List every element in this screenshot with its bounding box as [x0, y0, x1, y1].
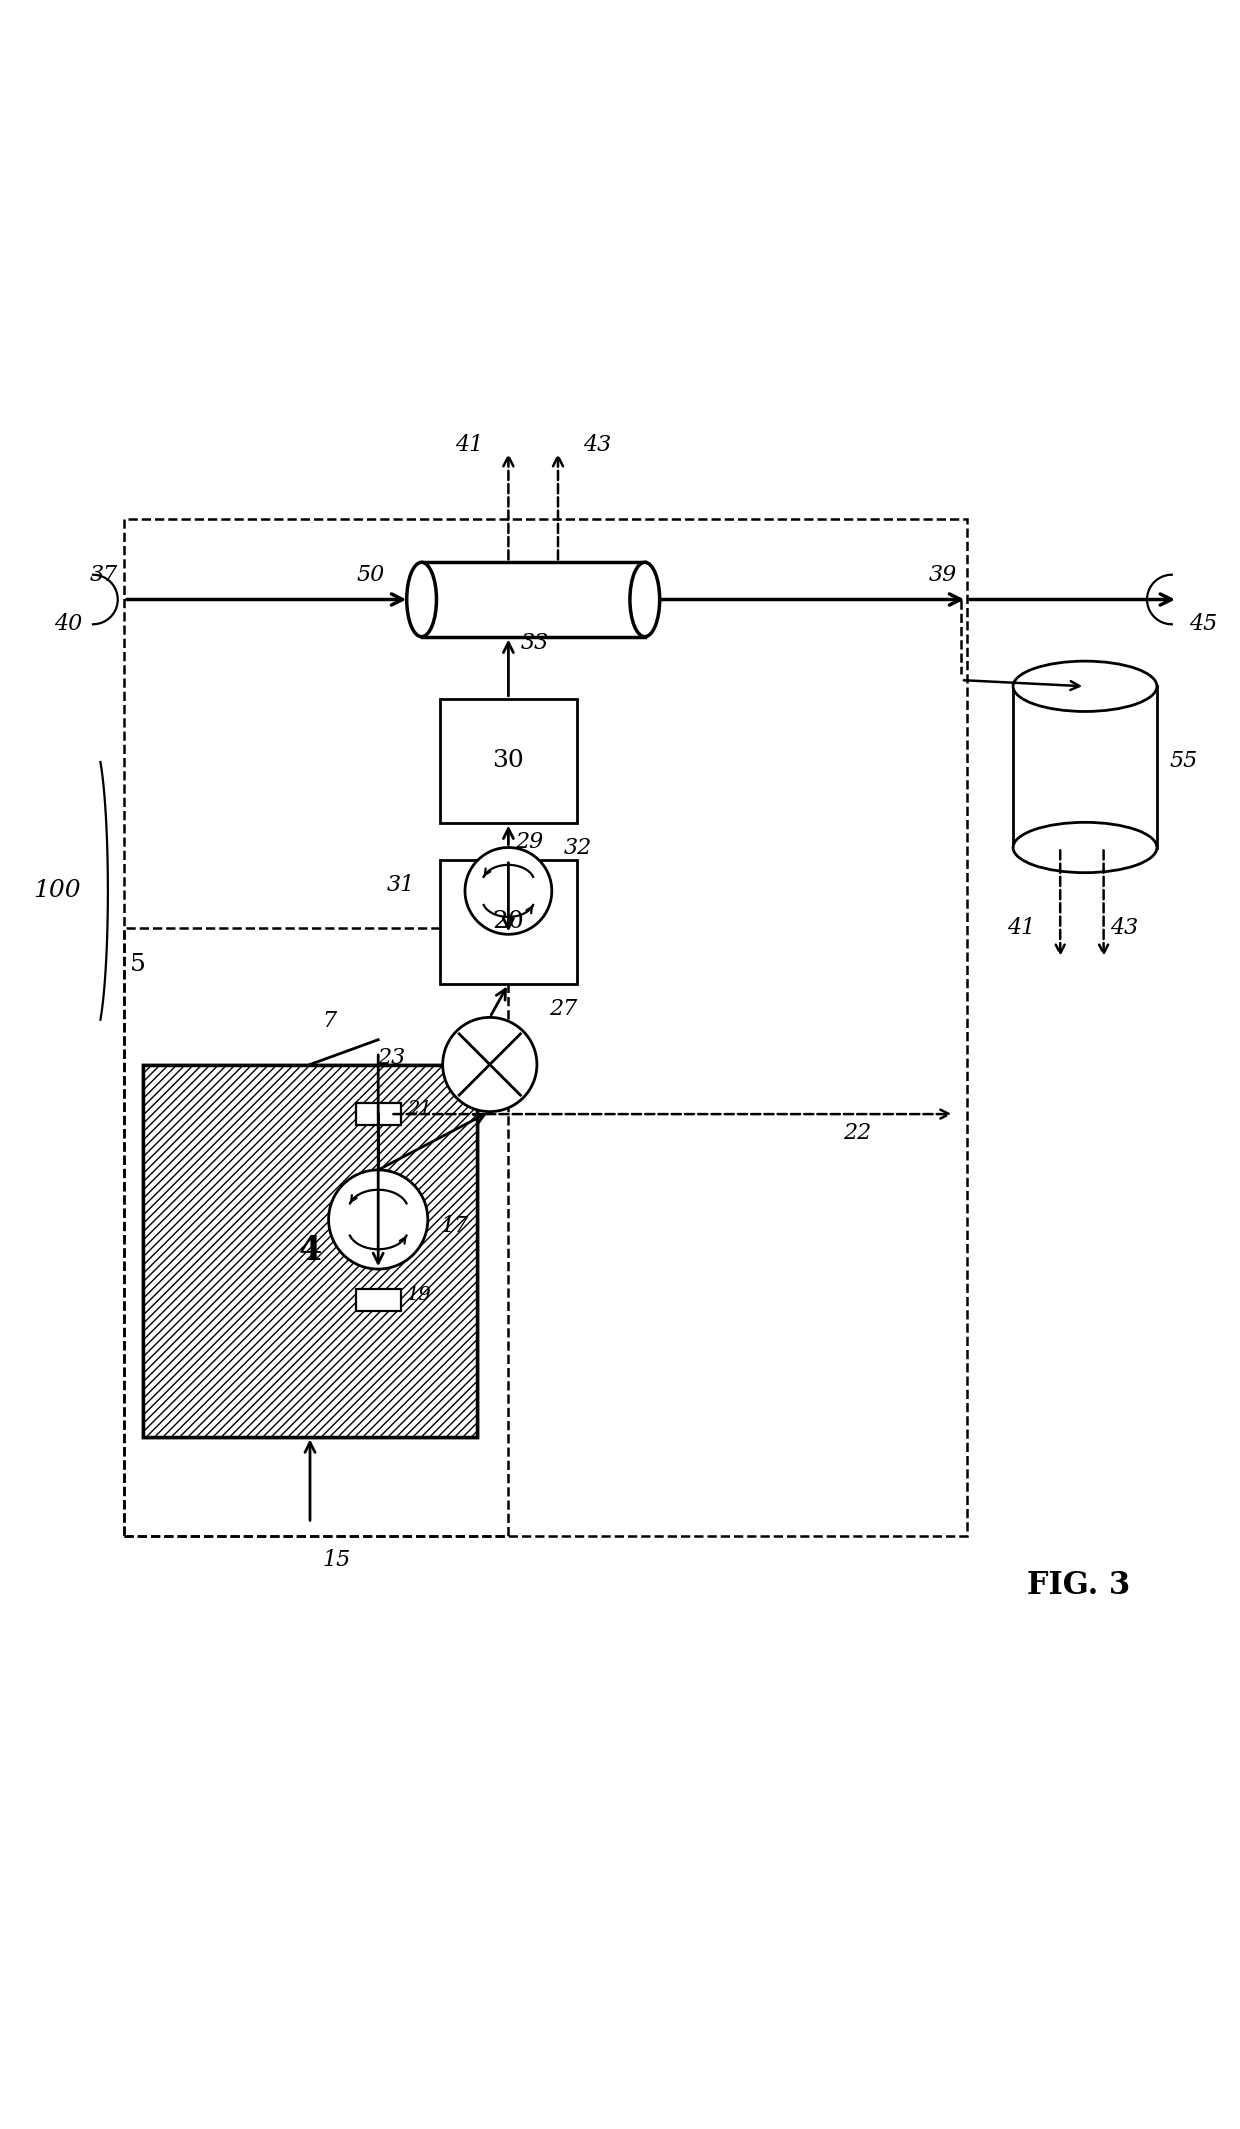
Circle shape: [443, 1018, 537, 1111]
Text: 5: 5: [130, 954, 146, 975]
Text: 33: 33: [521, 632, 549, 654]
Bar: [1013, 686, 1157, 847]
Text: 4: 4: [299, 1235, 321, 1267]
Text: 41: 41: [1007, 918, 1035, 939]
Text: 32: 32: [564, 837, 593, 858]
Bar: [124, 928, 508, 1535]
Text: 20: 20: [492, 911, 525, 933]
Text: 40: 40: [55, 613, 82, 634]
Text: 55: 55: [1169, 749, 1198, 773]
Text: 45: 45: [1189, 613, 1216, 634]
Text: 100: 100: [33, 879, 81, 903]
Bar: [356, 1288, 401, 1311]
Bar: [356, 1103, 401, 1126]
Ellipse shape: [407, 562, 436, 637]
Bar: [422, 562, 645, 637]
Text: 31: 31: [387, 873, 415, 896]
Bar: [143, 1064, 477, 1437]
Circle shape: [465, 847, 552, 935]
Bar: [440, 698, 577, 822]
Text: 22: 22: [843, 1122, 872, 1143]
Ellipse shape: [1013, 822, 1157, 873]
Text: FIG. 3: FIG. 3: [1027, 1569, 1131, 1601]
Bar: [440, 860, 577, 984]
Text: 29: 29: [515, 830, 543, 852]
Text: 41: 41: [455, 434, 484, 456]
Circle shape: [329, 1171, 428, 1269]
Text: 17: 17: [440, 1216, 469, 1237]
Text: 37: 37: [89, 564, 118, 585]
Text: 27: 27: [549, 999, 578, 1020]
Text: 7: 7: [322, 1011, 336, 1033]
Text: 19: 19: [407, 1286, 432, 1305]
Text: 39: 39: [929, 564, 956, 585]
Bar: [143, 1064, 477, 1437]
Text: 30: 30: [492, 749, 525, 773]
Text: 50: 50: [356, 564, 384, 585]
Text: 43: 43: [1110, 918, 1138, 939]
Text: 23: 23: [377, 1047, 405, 1069]
Text: 21: 21: [407, 1101, 432, 1118]
Bar: [124, 519, 967, 1535]
Ellipse shape: [1013, 662, 1157, 711]
Text: 43: 43: [583, 434, 611, 456]
Ellipse shape: [630, 562, 660, 637]
Text: 15: 15: [322, 1550, 351, 1571]
